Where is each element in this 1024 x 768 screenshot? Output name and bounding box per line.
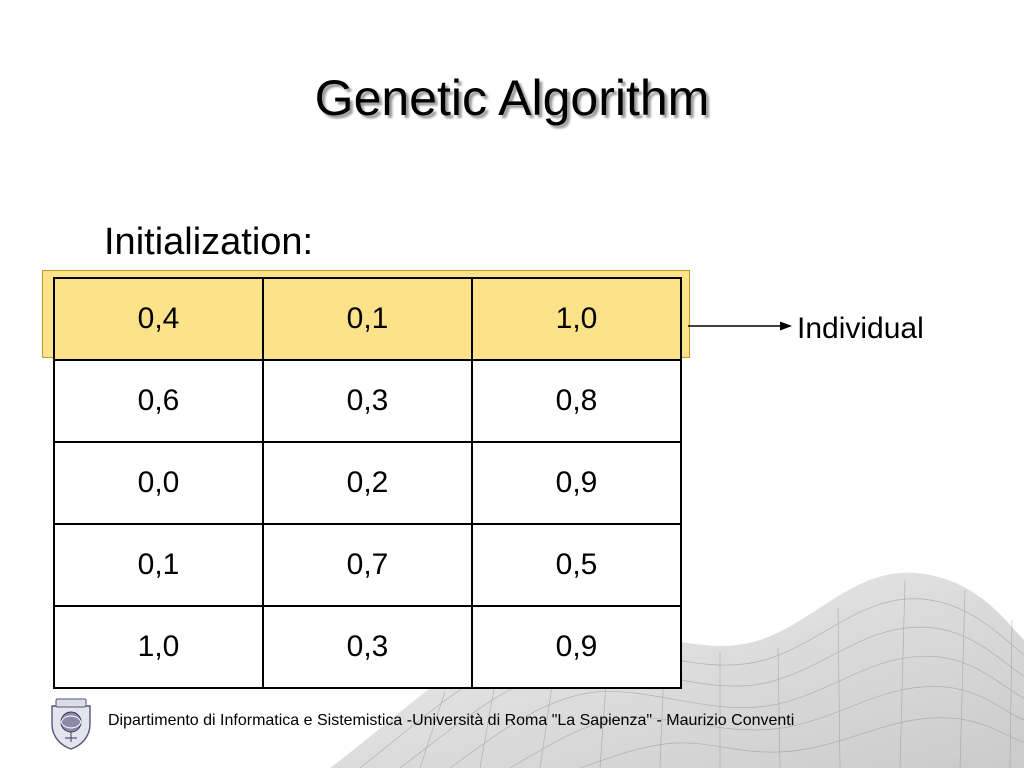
individual-label: Individual bbox=[797, 312, 924, 345]
arrow-right-icon bbox=[688, 321, 792, 331]
table-row: 1,0 0,3 0,9 bbox=[53, 605, 682, 689]
table-cell: 0,3 bbox=[262, 359, 473, 443]
slide-title: Genetic Algorithm bbox=[314, 70, 710, 126]
table-cell: 0,8 bbox=[471, 359, 682, 443]
footer-text: Dipartimento di Informatica e Sistemisti… bbox=[108, 712, 795, 729]
table-row-individual: 0,4 0,1 1,0 bbox=[53, 277, 682, 361]
table-cell: 0,7 bbox=[262, 523, 473, 607]
table-cell: 0,5 bbox=[471, 523, 682, 607]
table-row: 0,0 0,2 0,9 bbox=[53, 441, 682, 525]
table-row: 0,6 0,3 0,8 bbox=[53, 359, 682, 443]
table-cell: 0,0 bbox=[53, 441, 264, 525]
table-cell: 0,6 bbox=[53, 359, 264, 443]
table-cell: 1,0 bbox=[471, 277, 682, 361]
table-cell: 0,3 bbox=[262, 605, 473, 689]
population-table: 0,4 0,1 1,0 0,6 0,3 0,8 0,0 0,2 0,9 0,1 … bbox=[53, 277, 682, 689]
table-cell: 0,9 bbox=[471, 441, 682, 525]
table-row: 0,1 0,7 0,5 bbox=[53, 523, 682, 607]
table-cell: 0,1 bbox=[53, 523, 264, 607]
slide-subtitle: Initialization: bbox=[104, 221, 314, 263]
table-cell: 0,4 bbox=[53, 277, 264, 361]
table-cell: 0,1 bbox=[262, 277, 473, 361]
university-seal-icon bbox=[51, 698, 91, 750]
table-cell: 0,2 bbox=[262, 441, 473, 525]
table-cell: 0,9 bbox=[471, 605, 682, 689]
table-cell: 1,0 bbox=[53, 605, 264, 689]
